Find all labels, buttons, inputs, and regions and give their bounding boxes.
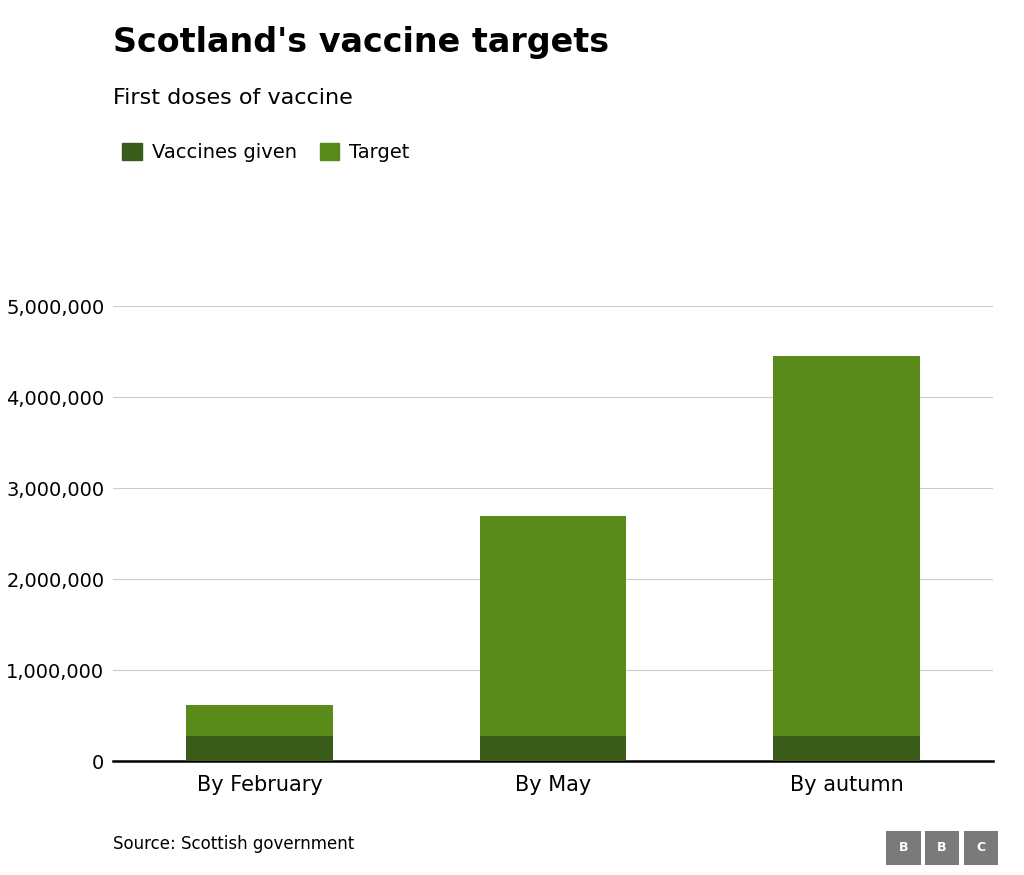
Text: First doses of vaccine: First doses of vaccine: [113, 88, 352, 108]
Bar: [186, 736, 333, 761]
Bar: [773, 356, 920, 736]
Text: Scotland's vaccine targets: Scotland's vaccine targets: [113, 26, 608, 60]
Text: B: B: [937, 842, 947, 854]
Bar: [479, 736, 627, 761]
Text: C: C: [977, 842, 985, 854]
Text: Source: Scottish government: Source: Scottish government: [113, 835, 354, 853]
Legend: Vaccines given, Target: Vaccines given, Target: [122, 144, 410, 163]
Bar: [186, 705, 333, 736]
Bar: [479, 515, 627, 736]
Text: B: B: [898, 842, 908, 854]
Bar: [773, 736, 920, 761]
